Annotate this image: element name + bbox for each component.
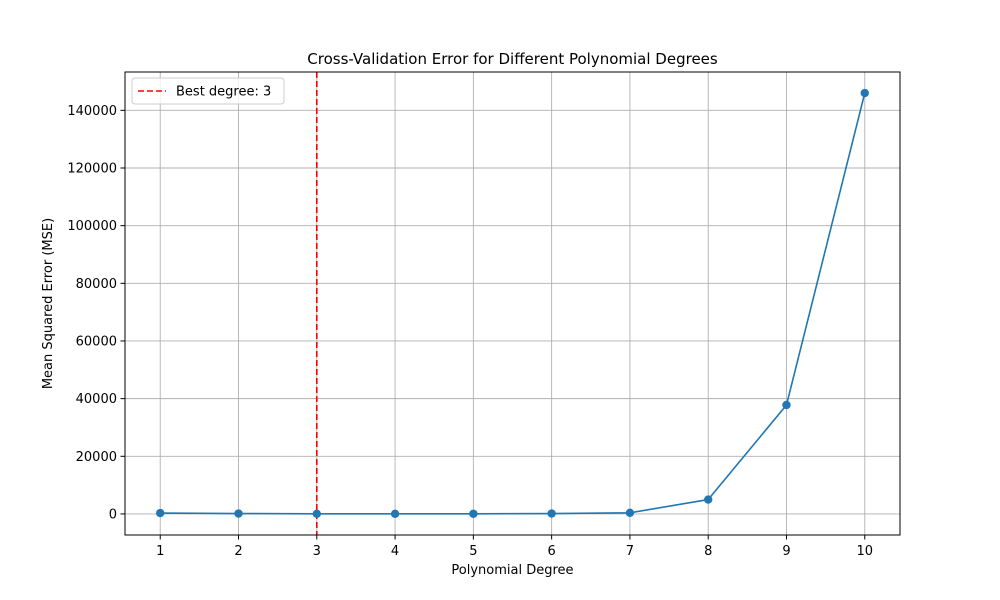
x-tick-label-3: 3 — [313, 544, 321, 559]
legend-label-best-degree: Best degree: 3 — [176, 85, 271, 100]
x-tick-label-8: 8 — [704, 544, 712, 559]
plot-frame — [124, 71, 901, 536]
axis-ticks: 1 2 3 4 5 6 7 8 9 10 0 20000 40000 60000 80000 100000 12… — [67, 104, 873, 559]
data-point-degree-5 — [469, 509, 478, 518]
data-point-degree-4 — [390, 509, 400, 519]
y-tick-label-100000: 100000 — [67, 219, 117, 234]
data-point-degree-1 — [156, 508, 165, 518]
y-tick-label-140000: 140000 — [67, 104, 117, 119]
y-tick-label-0: 0 — [109, 507, 117, 522]
plot-area — [125, 72, 900, 535]
data-point-degree-10 — [860, 88, 869, 98]
x-tick-label-7: 7 — [626, 544, 634, 559]
y-tick-label-120000: 120000 — [67, 162, 117, 177]
data-point-degree-6 — [547, 509, 556, 518]
data-point-degree-8 — [704, 495, 713, 504]
data-point-degree-7 — [625, 508, 635, 518]
x-tick-label-1: 1 — [156, 544, 164, 559]
data-point-degree-3 — [312, 509, 321, 519]
x-tick-label-6: 6 — [548, 544, 556, 559]
legend: Best degree: 3 — [131, 77, 285, 105]
x-tick-label-2: 2 — [234, 544, 242, 559]
x-axis-title: Polynomial Degree — [451, 563, 573, 578]
x-tick-label-9: 9 — [782, 544, 790, 559]
legend-box — [131, 77, 285, 105]
series-group — [156, 88, 869, 519]
x-tick-label-5: 5 — [469, 544, 477, 559]
data-point-degree-2 — [234, 509, 243, 518]
x-tick-label-4: 4 — [391, 544, 399, 559]
y-tick-label-40000: 40000 — [76, 392, 117, 407]
y-axis-title: Mean Squared Error (MSE) — [41, 218, 56, 389]
x-tick-label-10: 10 — [856, 544, 873, 559]
y-tick-label-20000: 20000 — [76, 450, 117, 465]
chart-title: Cross-Validation Error for Different Pol… — [307, 50, 718, 68]
y-tick-label-60000: 60000 — [76, 334, 117, 349]
series-line-0 — [160, 92, 866, 515]
y-tick-label-80000: 80000 — [76, 277, 117, 292]
data-point-degree-9 — [782, 400, 791, 410]
